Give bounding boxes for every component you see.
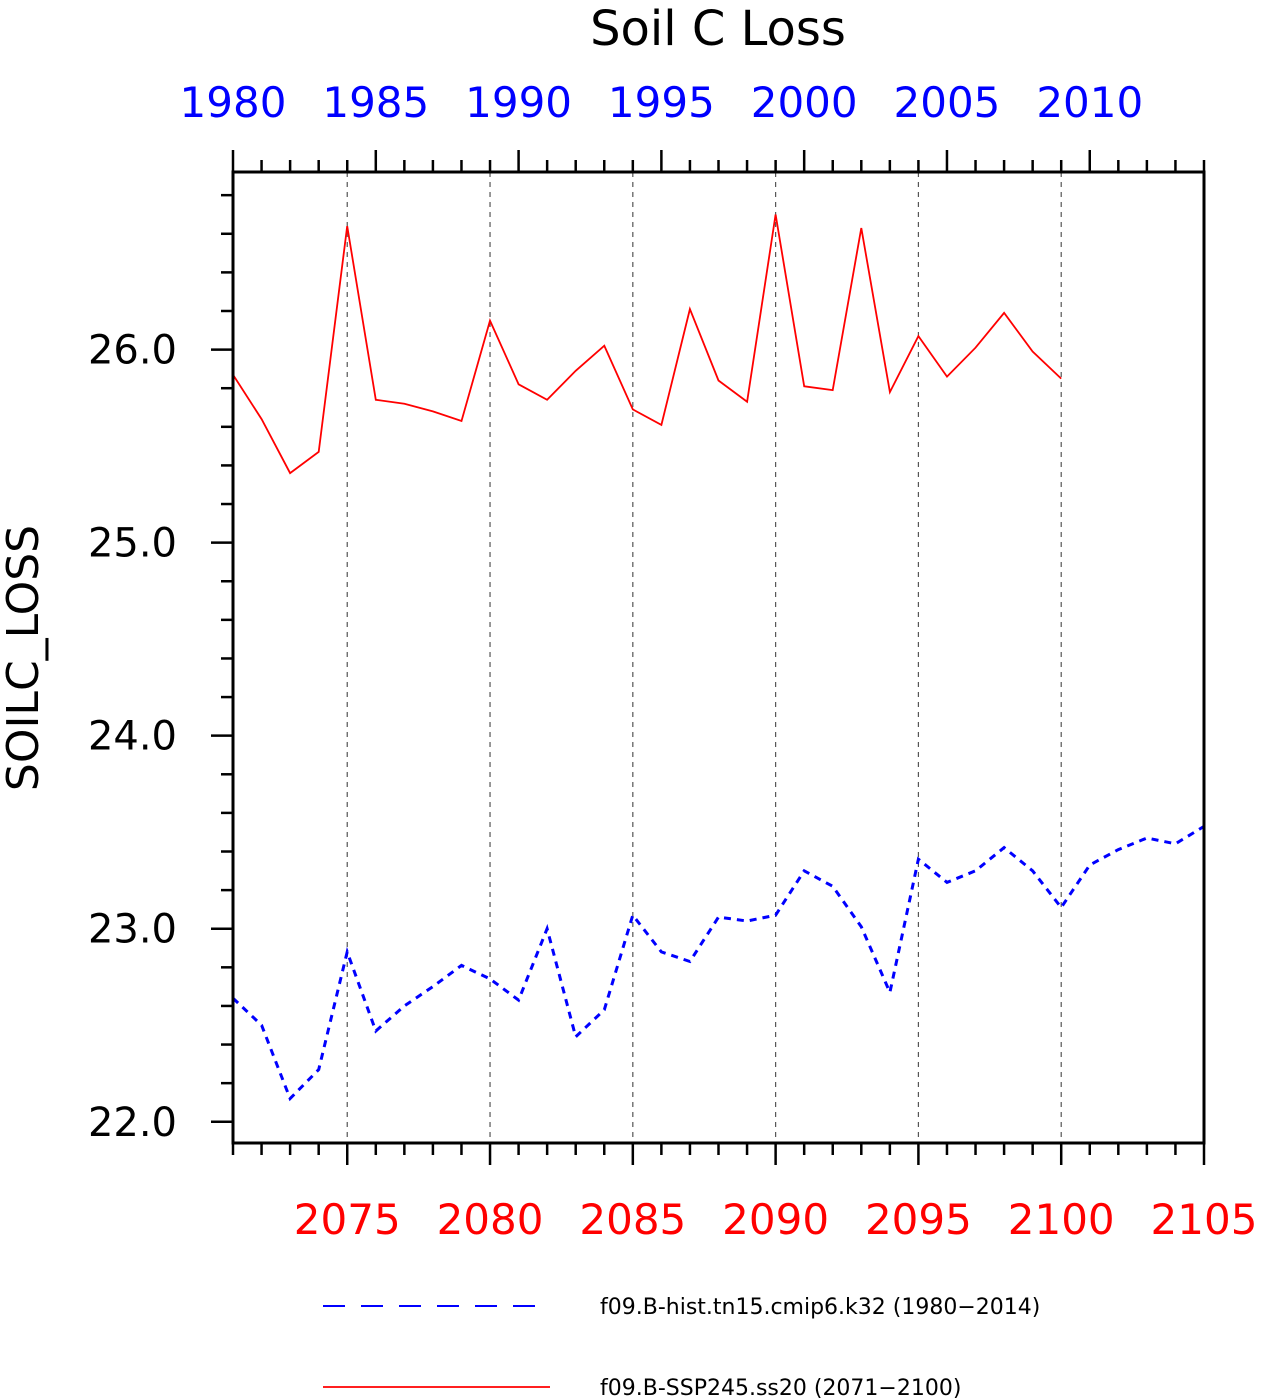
axis-ticks: [211, 150, 1206, 1165]
series-line-2: [232, 214, 1062, 475]
chart-title: Soil C Loss: [590, 1, 846, 57]
x-bottom-tick-label: 2075: [294, 1195, 401, 1244]
plot-frame: [231, 170, 1206, 1145]
grid-lines: [346, 172, 1062, 1143]
x-top-tick-label: 1985: [322, 78, 429, 127]
x-bottom-tick-label: 2100: [1008, 1195, 1115, 1244]
x-top-tick-label: 2000: [751, 78, 858, 127]
legend: f09.B-hist.tn15.cmip6.k32 (1980−2014) f09…: [323, 1295, 1040, 1400]
x-bottom-tick-label: 2090: [722, 1195, 829, 1244]
y-tick-label: 23.0: [88, 907, 177, 953]
y-tick-label: 24.0: [88, 714, 177, 760]
series-group: [231, 214, 1205, 1102]
series-line-1: [231, 825, 1205, 1102]
x-bottom-tick-label: 2080: [437, 1195, 544, 1244]
x-top-tick-label: 2010: [1036, 78, 1143, 127]
y-axis-label: SOILC_LOSS: [0, 525, 49, 791]
legend-label: f09.B-hist.tn15.cmip6.k32 (1980−2014): [600, 1295, 1040, 1320]
x-top-tick-label: 1995: [608, 78, 715, 127]
y-tick-label: 22.0: [88, 1100, 177, 1146]
x-top-tick-label: 2005: [894, 78, 1001, 127]
x-top-tick-label: 1980: [180, 78, 287, 127]
y-tick-label: 25.0: [88, 521, 177, 567]
x-bottom-tick-label: 2105: [1151, 1195, 1258, 1244]
tick-labels: 2075 2080 2085 2090 2095 2100 2105 1980 1985 1990…: [88, 78, 1258, 1244]
legend-label: f09.B-SSP245.ss20 (2071−2100): [600, 1376, 961, 1400]
x-top-tick-label: 1990: [465, 78, 572, 127]
y-tick-label: 26.0: [88, 328, 177, 374]
x-bottom-tick-label: 2085: [579, 1195, 686, 1244]
x-bottom-tick-label: 2095: [865, 1195, 972, 1244]
